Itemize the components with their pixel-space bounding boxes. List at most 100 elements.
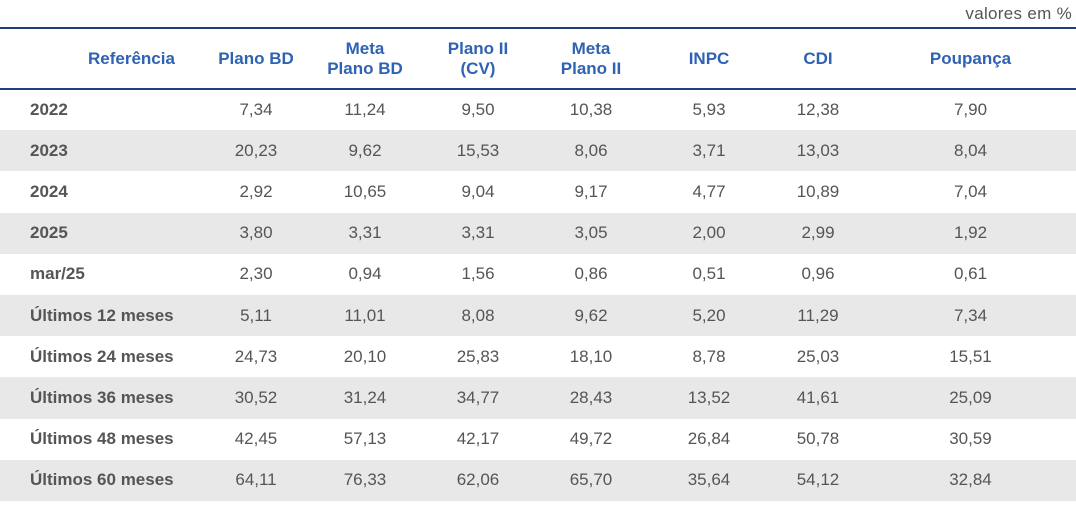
table-row: 2024 2,92 10,65 9,04 9,17 4,77 10,89 7,04 bbox=[0, 171, 1076, 212]
table-cell: 25,83 bbox=[456, 346, 500, 366]
table-row: 2025 3,80 3,31 3,31 3,05 2,00 2,99 1,92 bbox=[0, 212, 1076, 254]
table-cell: 9,62 bbox=[348, 140, 382, 160]
table-cell: 42,45 bbox=[234, 429, 278, 449]
table-cell: 49,72 bbox=[569, 429, 613, 449]
column-header: CDI bbox=[803, 48, 833, 68]
table-cell: 8,78 bbox=[692, 346, 726, 366]
table-body: 2022 7,34 11,24 9,50 10,38 5,93 12,38 7,90 2023 2… bbox=[0, 89, 1076, 501]
table-cell: 13,52 bbox=[687, 387, 731, 407]
table-cell: 10,65 bbox=[343, 181, 387, 201]
column-header: INPC bbox=[688, 48, 730, 68]
table-row: Últimos 60 meses 64,11 76,33 62,06 65,70 35,6… bbox=[0, 459, 1076, 501]
table-cell: 26,84 bbox=[687, 429, 731, 449]
table-cell: 2,00 bbox=[692, 223, 726, 243]
table-cell: 7,34 bbox=[239, 100, 273, 120]
table-cell: 41,61 bbox=[796, 387, 840, 407]
table-cell: 50,78 bbox=[796, 429, 840, 449]
table-cell: 9,17 bbox=[574, 181, 608, 201]
table-cell: 7,04 bbox=[953, 181, 988, 201]
table-cell: 0,96 bbox=[801, 264, 835, 284]
column-header: Plano BD bbox=[218, 48, 294, 68]
unit-note: valores em % bbox=[965, 4, 1072, 23]
row-reference: Últimos 48 meses bbox=[30, 429, 174, 449]
row-reference: Últimos 60 meses bbox=[30, 470, 174, 490]
row-reference: Últimos 12 meses bbox=[30, 305, 174, 325]
table-row: mar/25 2,30 0,94 1,56 0,86 0,51 0,96 0,61 bbox=[0, 254, 1076, 295]
row-reference: Últimos 36 meses bbox=[30, 387, 174, 407]
table-cell: 3,71 bbox=[692, 140, 726, 160]
table-cell: 3,31 bbox=[461, 223, 495, 243]
column-header: Meta Plano BD bbox=[327, 38, 403, 78]
table-cell: 3,80 bbox=[239, 223, 273, 243]
table-cell: 62,06 bbox=[456, 470, 500, 490]
table-cell: 65,70 bbox=[569, 470, 613, 490]
table-cell: 7,34 bbox=[953, 305, 988, 325]
table-cell: 3,31 bbox=[348, 223, 382, 243]
table-cell: 35,64 bbox=[687, 470, 731, 490]
table-cell: 9,04 bbox=[461, 181, 495, 201]
table-cell: 24,73 bbox=[234, 346, 278, 366]
column-header: Referência bbox=[88, 48, 175, 68]
column-header: Poupança bbox=[929, 48, 1012, 68]
table-cell: 11,24 bbox=[344, 100, 386, 120]
table-cell: 12,38 bbox=[796, 100, 840, 120]
table-cell: 10,89 bbox=[796, 181, 840, 201]
table-row: Últimos 24 meses 24,73 20,10 25,83 18,10 8,78… bbox=[0, 336, 1076, 377]
row-reference: mar/25 bbox=[30, 264, 85, 284]
header-row: Referência Plano BD Meta Plano BD Plano II (C… bbox=[0, 28, 1076, 89]
table-cell: 4,77 bbox=[692, 181, 726, 201]
row-reference: 2024 bbox=[30, 181, 68, 201]
table-cell: 31,24 bbox=[343, 387, 387, 407]
table-cell: 0,61 bbox=[953, 264, 988, 284]
table-cell: 20,10 bbox=[343, 346, 387, 366]
row-reference: Últimos 24 meses bbox=[30, 346, 174, 366]
column-header: Meta Plano II bbox=[560, 38, 622, 78]
table-cell: 34,77 bbox=[456, 387, 500, 407]
table-cell: 5,93 bbox=[692, 100, 726, 120]
table-cell: 25,09 bbox=[949, 387, 992, 407]
table-cell: 1,56 bbox=[461, 264, 495, 284]
table-cell: 11,01 bbox=[344, 305, 386, 325]
row-reference: 2023 bbox=[30, 140, 68, 160]
table-cell: 28,43 bbox=[569, 387, 613, 407]
table-cell: 54,12 bbox=[796, 470, 840, 490]
table-row: Últimos 12 meses 5,11 11,01 8,08 9,62 5,20 11,… bbox=[0, 294, 1076, 337]
table-cell: 20,23 bbox=[234, 140, 278, 160]
table-cell: 30,52 bbox=[234, 387, 278, 407]
table-row: 2023 20,23 9,62 15,53 8,06 3,71 13,03 8,04 bbox=[0, 130, 1076, 172]
table-cell: 15,53 bbox=[456, 140, 500, 160]
table-cell: 42,17 bbox=[456, 429, 500, 449]
table-cell: 18,10 bbox=[569, 346, 613, 366]
table-row: 2022 7,34 11,24 9,50 10,38 5,93 12,38 7,90 bbox=[0, 89, 1076, 130]
table-cell: 9,50 bbox=[461, 100, 495, 120]
table-cell: 9,62 bbox=[574, 305, 608, 325]
table-cell: 5,11 bbox=[240, 305, 272, 325]
table-cell: 57,13 bbox=[343, 429, 387, 449]
table-cell: 32,84 bbox=[949, 470, 992, 490]
table-cell: 5,20 bbox=[692, 305, 726, 325]
table-row: Últimos 48 meses 42,45 57,13 42,17 49,72 26,8… bbox=[0, 419, 1076, 460]
table-cell: 13,03 bbox=[796, 140, 840, 160]
table-cell: 7,90 bbox=[953, 100, 988, 120]
table-cell: 0,86 bbox=[574, 264, 608, 284]
table-cell: 15,51 bbox=[949, 346, 992, 366]
table-cell: 2,99 bbox=[801, 223, 835, 243]
returns-table: Referência Plano BD Meta Plano BD Plano II (C… bbox=[0, 27, 1076, 501]
row-reference: 2022 bbox=[30, 100, 68, 120]
table-cell: 30,59 bbox=[949, 429, 992, 449]
table-cell: 2,92 bbox=[239, 181, 273, 201]
table-cell: 1,92 bbox=[953, 223, 988, 243]
table-cell: 25,03 bbox=[796, 346, 840, 366]
column-header: Plano II (CV) bbox=[447, 38, 509, 78]
table-cell: 2,30 bbox=[239, 264, 273, 284]
table-cell: 8,06 bbox=[574, 140, 608, 160]
table-row: Últimos 36 meses 30,52 31,24 34,77 28,43 13,5… bbox=[0, 377, 1076, 419]
table-cell: 8,04 bbox=[953, 140, 988, 160]
table-cell: 76,33 bbox=[343, 470, 387, 490]
table-cell: 0,94 bbox=[348, 264, 382, 284]
table-header: Referência Plano BD Meta Plano BD Plano II (C… bbox=[0, 28, 1076, 89]
row-reference: 2025 bbox=[30, 223, 68, 243]
table-cell: 64,11 bbox=[235, 470, 277, 490]
table-cell: 10,38 bbox=[569, 100, 613, 120]
table-cell: 8,08 bbox=[461, 305, 495, 325]
